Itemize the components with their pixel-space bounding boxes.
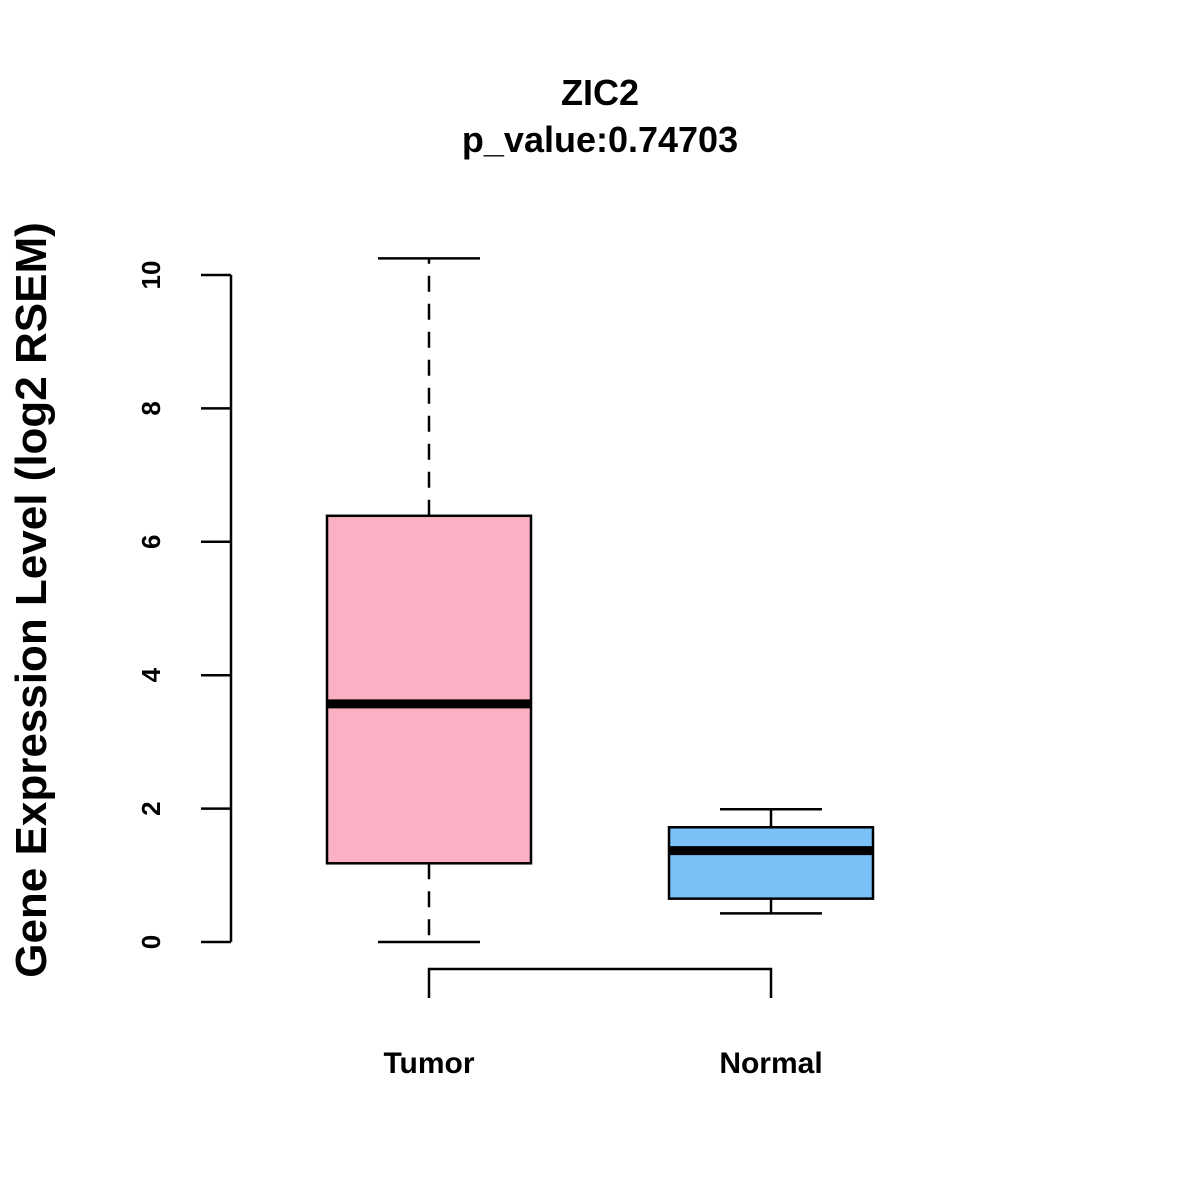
y-tick-label: 6 — [136, 535, 166, 549]
y-tick-label: 10 — [136, 261, 166, 290]
box-normal — [667, 808, 875, 915]
y-axis: 0 2 4 6 8 10 — [136, 261, 233, 949]
y-tick-label: 8 — [136, 401, 166, 415]
x-category-label: Normal — [719, 1047, 822, 1080]
chart-title: ZIC2 — [561, 72, 639, 113]
iqr-box — [325, 514, 533, 865]
y-axis-label: Gene Expression Level (log2 RSEM) — [7, 222, 56, 978]
bracket-line — [427, 967, 773, 998]
y-tick-label: 4 — [136, 667, 166, 682]
box-tumor — [325, 257, 533, 944]
chart-subtitle: p_value:0.74703 — [462, 119, 738, 160]
comparison-bracket — [427, 967, 773, 998]
iqr-box — [667, 826, 875, 900]
y-tick-label: 2 — [136, 801, 166, 815]
y-tick-label: 0 — [136, 935, 166, 949]
x-category-labels: Tumor Normal — [383, 1047, 822, 1080]
x-category-label: Tumor — [383, 1047, 474, 1080]
boxes-layer — [325, 257, 875, 944]
